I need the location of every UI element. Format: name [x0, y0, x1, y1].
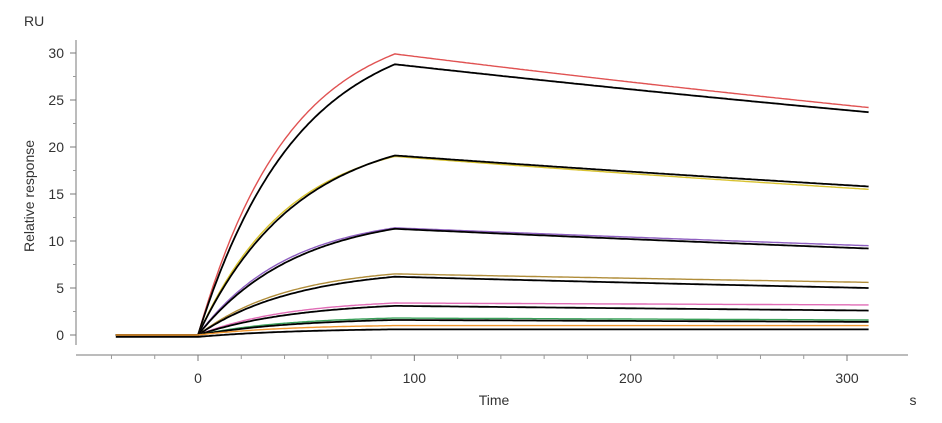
- x-tick-label: 0: [194, 370, 202, 386]
- measured-curve-6: [115, 273, 869, 336]
- fit-curve-9: [115, 304, 869, 336]
- y-tick-label: 25: [48, 92, 64, 108]
- series-layer: [115, 53, 869, 338]
- x-axis: 0 100 200 300 Time s: [76, 354, 917, 408]
- y-tick-label: 10: [48, 233, 64, 249]
- measured-curve-2: [115, 155, 869, 336]
- y-ticks: 0 5 10 15 20 25 30: [48, 45, 76, 343]
- measured-curve-0: [115, 53, 869, 336]
- measured-curve-10: [115, 317, 869, 336]
- y-tick-label: 15: [48, 186, 64, 202]
- x-unit-label: s: [910, 392, 917, 408]
- fit-curve-13: [115, 328, 869, 338]
- measured-curve-12: [115, 324, 869, 336]
- measured-curve-4: [115, 227, 869, 336]
- x-tick-label: 200: [619, 370, 643, 386]
- fit-curve-3: [115, 154, 869, 336]
- x-tick-label: 300: [835, 370, 859, 386]
- y-axis-label: Relative response: [21, 140, 37, 252]
- x-axis-label: Time: [479, 392, 510, 408]
- x-ticks: 0 100 200 300: [110, 355, 859, 386]
- fit-curve-7: [115, 275, 869, 336]
- y-tick-label: 20: [48, 139, 64, 155]
- y-tick-label: 0: [56, 327, 64, 343]
- y-tick-label: 30: [48, 45, 64, 61]
- fit-curve-1: [115, 63, 869, 336]
- y-axis: 0 5 10 15 20 25 30 RU Relative response: [21, 13, 77, 345]
- measured-curve-8: [115, 302, 869, 336]
- y-unit-label: RU: [24, 13, 44, 29]
- fit-curve-11: [115, 319, 869, 336]
- y-tick-label: 5: [56, 280, 64, 296]
- x-tick-label: 100: [403, 370, 427, 386]
- fit-curve-5: [115, 227, 869, 336]
